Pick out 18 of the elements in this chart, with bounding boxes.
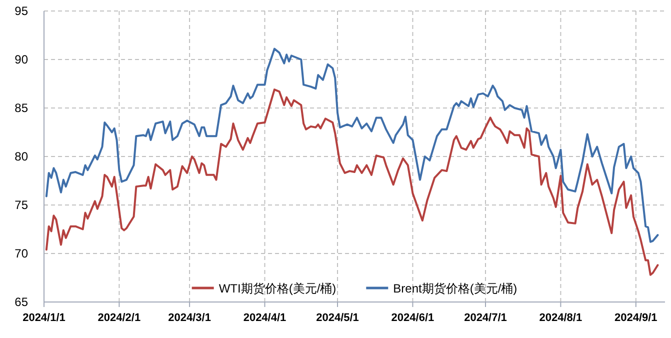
x-tick-label: 2024/6/1 [391,312,434,324]
y-tick-label: 70 [14,246,28,260]
x-tick-label: 2024/3/1 [168,312,211,324]
x-tick-label: 2024/8/1 [539,312,582,324]
y-tick-label: 65 [14,295,28,309]
y-tick-label: 90 [14,52,28,66]
x-tick-label: 2024/1/1 [22,312,66,324]
x-tick-label: 2024/4/1 [243,312,286,324]
y-tick-label: 75 [14,198,28,212]
x-tick-label: 2024/9/1 [614,312,658,324]
legend-label: Brent期货价格(美元/桶) [393,282,518,296]
y-tick-label: 85 [14,101,28,115]
y-tick-label: 95 [14,4,28,18]
legend-label: WTI期货价格(美元/桶) [218,282,336,296]
x-tick-label: 2024/2/1 [98,312,141,324]
x-tick-label: 2024/7/1 [464,312,507,324]
y-tick-label: 80 [14,150,28,164]
x-tick-label: 2024/5/1 [316,312,359,324]
